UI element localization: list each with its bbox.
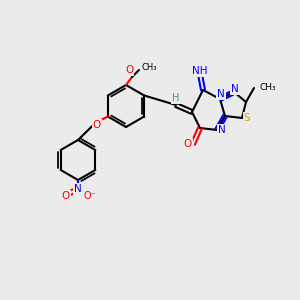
- Text: O⁻: O⁻: [84, 191, 96, 201]
- Text: N: N: [74, 184, 82, 194]
- Text: H: H: [172, 93, 180, 103]
- Text: CH₃: CH₃: [142, 62, 158, 71]
- Text: O: O: [184, 139, 192, 149]
- Text: NH: NH: [192, 66, 208, 76]
- Text: O: O: [62, 191, 70, 201]
- Text: S: S: [244, 113, 250, 123]
- Text: O: O: [125, 65, 133, 75]
- Text: O: O: [93, 121, 101, 130]
- Text: CH₃: CH₃: [259, 83, 276, 92]
- Text: N: N: [231, 84, 239, 94]
- Text: N: N: [217, 89, 225, 99]
- Text: N: N: [218, 125, 226, 135]
